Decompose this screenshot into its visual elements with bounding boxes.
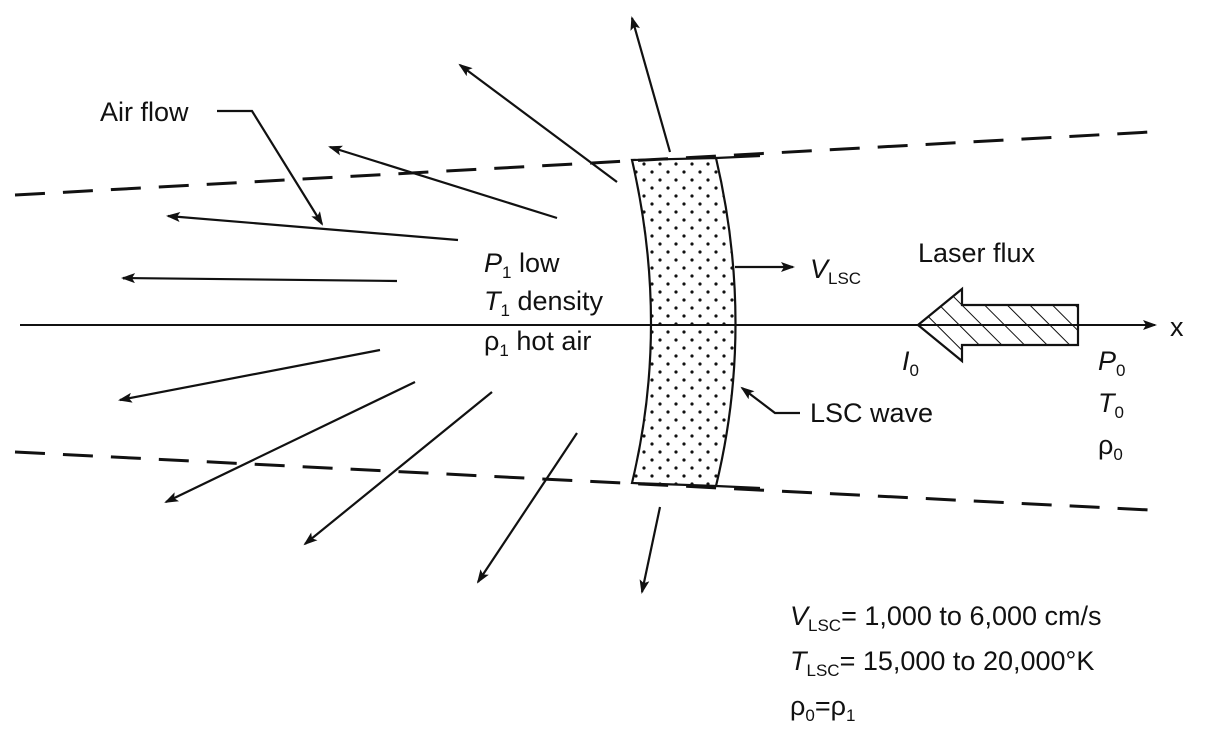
flow-arrow <box>630 16 672 153</box>
flow-arrow <box>166 212 459 242</box>
t1-label: T1 density <box>484 286 604 320</box>
wave-edge-top <box>715 154 761 160</box>
flow-arrow <box>328 145 558 220</box>
wave-edge-bottom <box>715 484 761 490</box>
equation-rho: ρ0=ρ1 <box>790 691 855 725</box>
i0-label: I0 <box>902 346 919 380</box>
p1-label: P1 low <box>484 248 560 282</box>
lsc-wave-band <box>630 156 737 488</box>
x-axis-label: x <box>1170 312 1184 342</box>
flow-arrow <box>639 506 662 594</box>
flow-arrow <box>121 273 398 284</box>
flow-arrows <box>118 16 672 594</box>
rho0-label: ρ0 <box>1098 430 1123 464</box>
lsc-wave-leader <box>740 386 800 415</box>
v-lsc-label: VLSC <box>810 254 861 288</box>
p0-label: P0 <box>1098 346 1125 380</box>
flow-arrow <box>303 391 493 546</box>
equation-v-lsc: VLSC= 1,000 to 6,000 cm/s <box>790 601 1102 635</box>
air-flow-label: Air flow <box>100 97 189 127</box>
flow-arrow <box>476 432 578 584</box>
laser-flux-label: Laser flux <box>918 238 1036 268</box>
air-flow-leader <box>217 109 324 226</box>
laser-flux-arrow <box>916 286 1080 364</box>
flow-arrow <box>118 348 381 403</box>
beam-boundary-bottom <box>14 450 1151 512</box>
t0-label: T0 <box>1098 388 1124 422</box>
equation-t-lsc: TLSC= 15,000 to 20,000°K <box>790 646 1094 680</box>
lsc-wave-label: LSC wave <box>810 398 933 428</box>
beam-boundary-top <box>14 130 1151 197</box>
flow-arrow <box>164 381 416 503</box>
rho1-label: ρ1 hot air <box>484 326 591 360</box>
flow-arrow <box>458 63 618 183</box>
